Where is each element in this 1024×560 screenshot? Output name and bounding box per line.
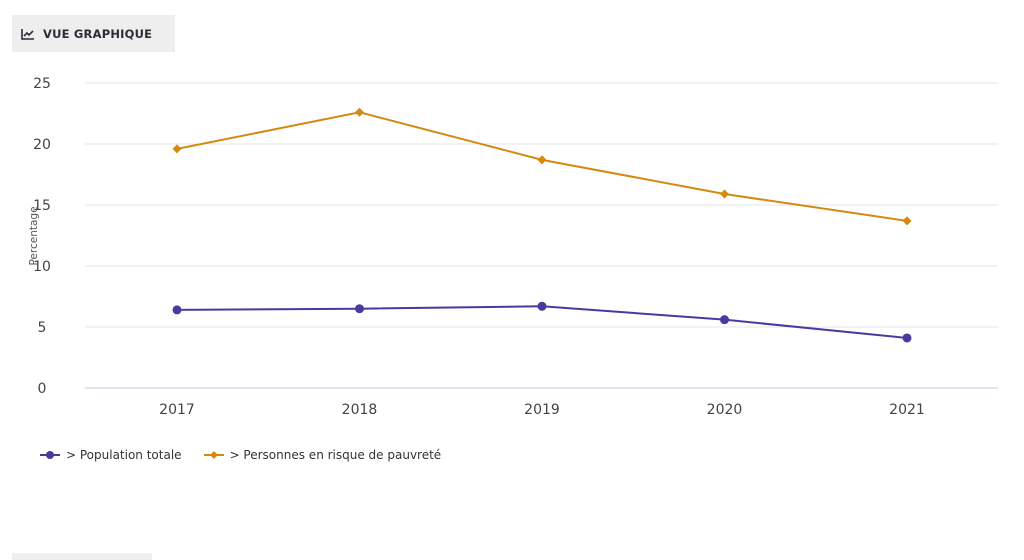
- legend-marker-diamond-icon: [203, 451, 224, 459]
- x-tick-labels: 2017 2018 2019 2020 2021: [159, 402, 925, 418]
- series-line-0: [176, 305, 908, 339]
- x-tick-label: 2017: [159, 402, 195, 418]
- data-point[interactable]: [720, 315, 729, 325]
- x-tick-label: 2018: [342, 402, 378, 418]
- y-tick-label: 15: [33, 198, 51, 214]
- legend-item-risque[interactable]: > Personnes en risque de pauvreté: [203, 448, 442, 462]
- line-chart: 0 5 10 15 20 25 2017 2018 2019 2020 2021 Percenta…: [28, 76, 998, 418]
- data-point[interactable]: [537, 301, 547, 311]
- y-axis-label: Percentage: [28, 206, 40, 265]
- legend-item-population[interactable]: > Population totale: [40, 448, 182, 462]
- legend-label-risque: > Personnes en risque de pauvreté: [229, 448, 442, 462]
- graph-view-tab[interactable]: VUE GRAPHIQUE: [12, 15, 175, 52]
- data-point[interactable]: [355, 304, 364, 314]
- legend-label-population: > Population totale: [66, 448, 182, 462]
- data-point[interactable]: [902, 333, 912, 343]
- graph-view-tab-label: VUE GRAPHIQUE: [43, 26, 153, 41]
- x-tick-label: 2019: [524, 402, 560, 418]
- legend-marker-circle-icon: [40, 451, 60, 459]
- y-tick-label: 25: [33, 76, 51, 92]
- data-point[interactable]: [355, 107, 364, 117]
- x-tick-label: 2021: [889, 402, 925, 418]
- series-layer: [172, 107, 912, 343]
- y-tick-label: 20: [33, 137, 51, 153]
- y-tick-labels: 0 5 10 15 20 25: [33, 76, 51, 397]
- data-point[interactable]: [537, 155, 547, 165]
- y-tick-label: 0: [38, 381, 47, 397]
- data-point[interactable]: [720, 189, 729, 199]
- data-point[interactable]: [172, 305, 182, 315]
- grid-lines: [85, 82, 998, 389]
- line-chart-icon: [21, 28, 34, 40]
- y-tick-label: 10: [33, 259, 51, 275]
- data-point[interactable]: [172, 144, 182, 154]
- secondary-tab[interactable]: [12, 553, 152, 560]
- x-tick-label: 2020: [707, 402, 743, 418]
- y-tick-label: 5: [38, 320, 47, 336]
- data-point[interactable]: [902, 216, 912, 226]
- legend: > Population totale > Personnes en risqu…: [40, 448, 463, 462]
